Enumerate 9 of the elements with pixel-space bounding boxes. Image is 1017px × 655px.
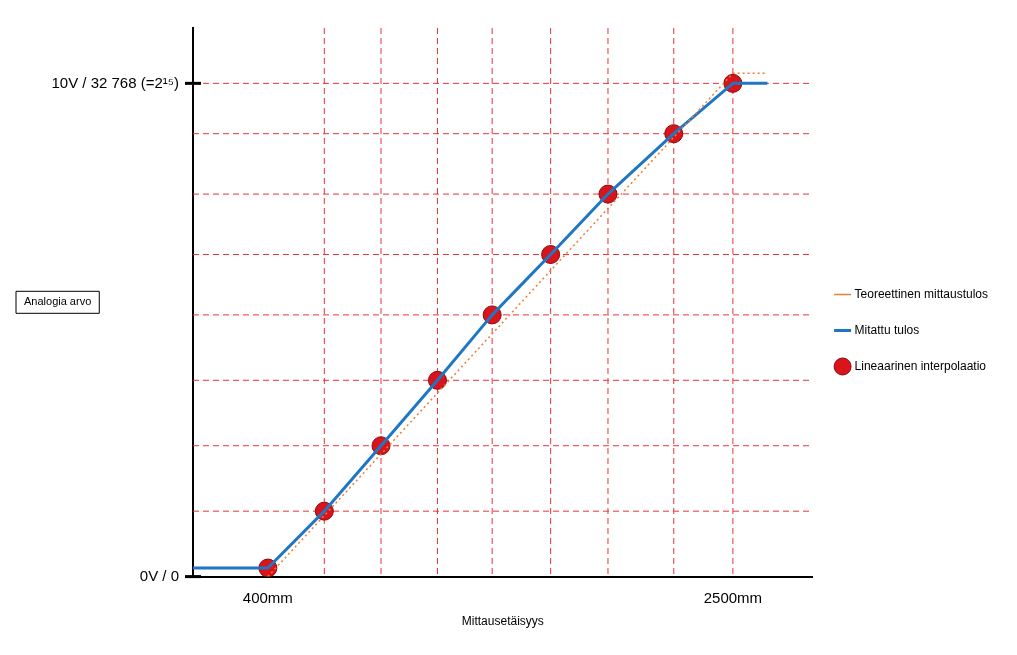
text: Analogia arvo <box>24 295 92 308</box>
x-tick-label: 2500mm <box>703 588 763 606</box>
x-tick-label: 400mm <box>242 588 293 606</box>
x-axis-title: Mittausetäisyys <box>461 614 544 629</box>
text: 0V / 0 <box>139 566 179 584</box>
legend-label: Lineaarinen interpolaatio <box>854 358 987 373</box>
legend-label: Mitattu tulos <box>854 322 920 337</box>
text: 10V / 32 768 (=2¹⁵) <box>51 73 179 91</box>
legend-label: Teoreettinen mittaustulos <box>854 286 988 301</box>
